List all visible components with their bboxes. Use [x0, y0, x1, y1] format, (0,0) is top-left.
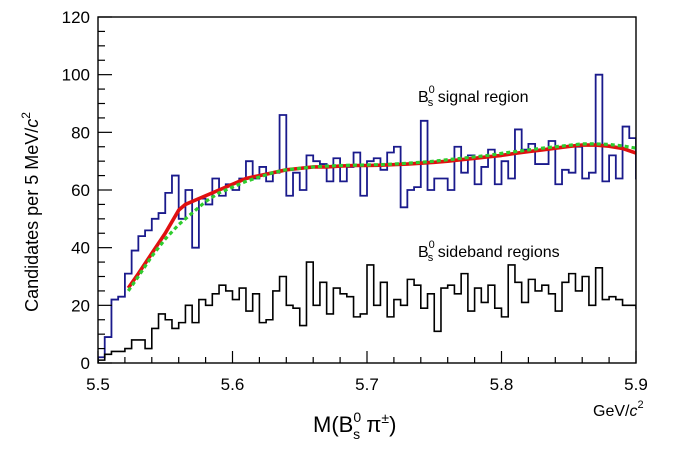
- signal-annotation-sub: s: [428, 97, 434, 109]
- x-tick-label: 5.7: [355, 375, 379, 394]
- x-axis-label-sup: 0: [353, 409, 361, 425]
- y-tick-label: 100: [62, 66, 90, 85]
- y-tick-label: 80: [71, 123, 90, 142]
- y-axis-label-text: Candidates per 5 MeV/: [22, 128, 42, 312]
- bkg-curve: [126, 142, 636, 292]
- signal-histogram: [98, 73, 636, 363]
- signal-annotation-text: signal region: [433, 89, 528, 106]
- sideband-regions-annotation: B0 s sideband regions: [418, 239, 560, 264]
- axes: 5.5 5.6 5.7 5.8 5.9 0 20 40 60 80 100 120: [62, 8, 648, 394]
- y-axis-label-var: c: [22, 119, 42, 128]
- y-axis-label-sup: 2: [19, 112, 33, 119]
- x-tick-label: 5.5: [86, 375, 110, 394]
- plot-area: [98, 73, 636, 363]
- signal-annotation-sup: 0: [429, 84, 435, 96]
- sideband-annotation-sup: 0: [429, 239, 435, 251]
- sideband-annotation-sub: s: [428, 252, 434, 264]
- sideband-annotation-b: B: [418, 244, 429, 261]
- signal-annotation-b: B: [418, 89, 429, 106]
- x-unit-var: c: [629, 403, 637, 420]
- x-unit-sup: 2: [637, 399, 643, 411]
- svg-text:Candidates per 5 MeV/c2: Candidates per 5 MeV/c2: [19, 112, 42, 312]
- x-unit-text: GeV/: [593, 403, 630, 420]
- signal-region-annotation: B0 s signal region: [418, 84, 528, 109]
- x-tick-label: 5.8: [490, 375, 514, 394]
- y-tick-label: 20: [71, 296, 90, 315]
- y-tick-label: 60: [71, 181, 90, 200]
- x-axis-label-post-sup: ±: [381, 410, 389, 426]
- x-axis-unit: GeV/c2: [593, 399, 644, 420]
- sideband-annotation-text: sideband regions: [433, 244, 559, 261]
- fit-curve: [126, 143, 636, 290]
- x-axis-label-close: ): [389, 412, 396, 437]
- y-axis-label: Candidates per 5 MeV/c2: [19, 112, 42, 312]
- plot-clip: [98, 73, 636, 363]
- y-tick-label: 40: [71, 239, 90, 258]
- x-axis-label: M(B0 s π±): [313, 409, 396, 442]
- x-tick-label: 5.9: [624, 375, 648, 394]
- y-tick-label: 120: [62, 8, 90, 27]
- sideband-histogram: [98, 261, 636, 363]
- x-tick-label: 5.6: [221, 375, 245, 394]
- x-axis-label-sub: s: [353, 426, 360, 442]
- x-axis-label-post: π: [360, 412, 381, 437]
- y-tick-label: 0: [81, 354, 90, 373]
- x-axis-label-pre: M(B: [313, 412, 353, 437]
